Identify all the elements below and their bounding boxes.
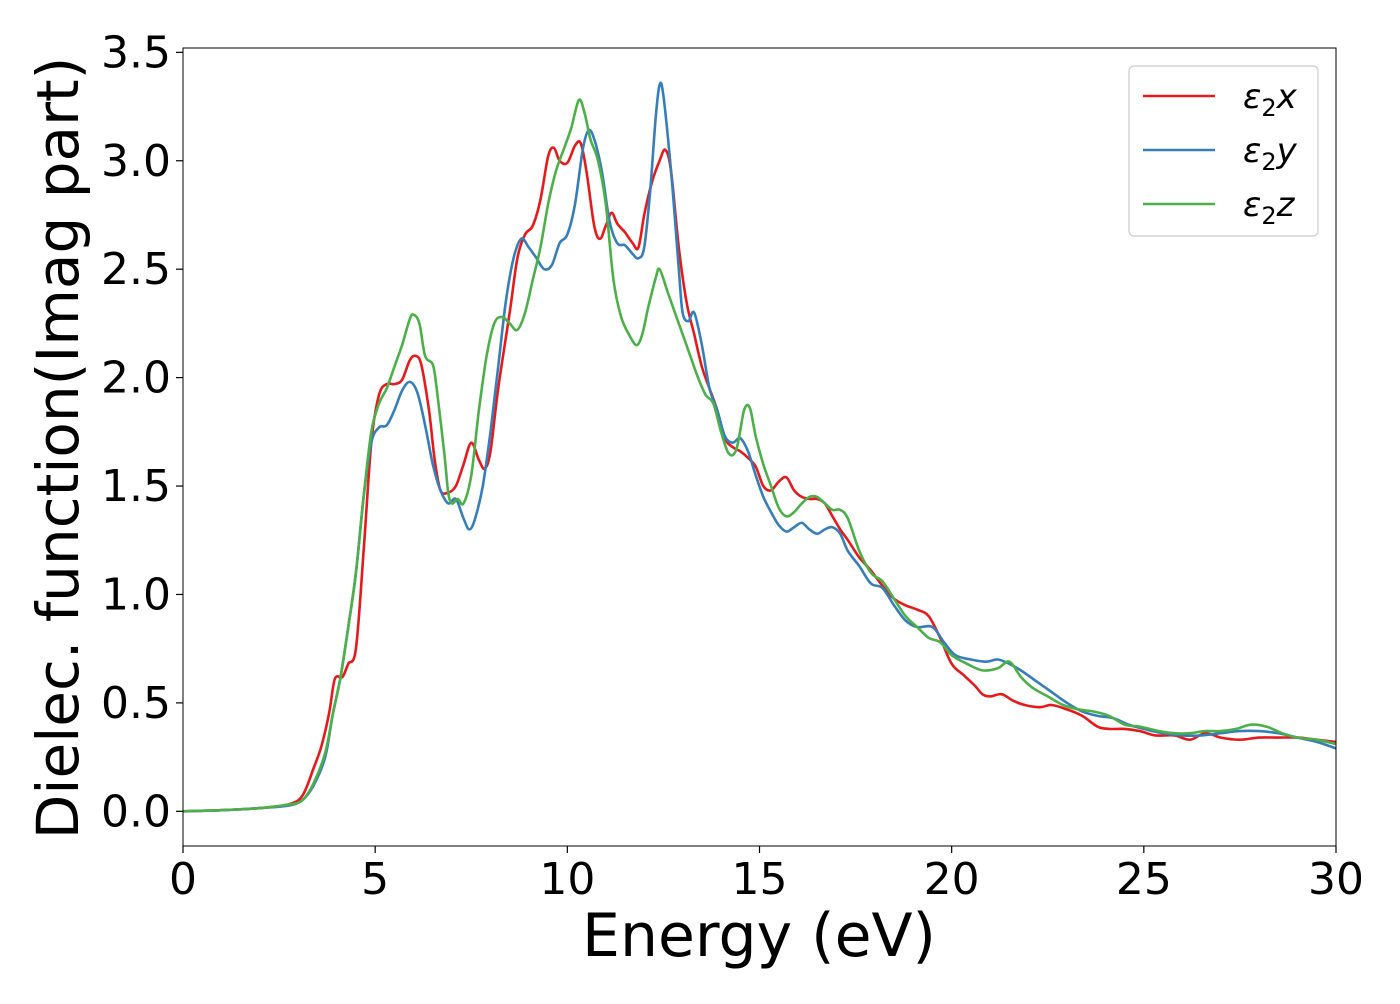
series-layer: [183, 81, 1336, 813]
legend: ε2x ε2y ε2z: [1128, 65, 1319, 237]
legend-label-x: ε2x: [1243, 77, 1298, 122]
y-tick-label: 0.0: [101, 786, 171, 837]
y-tick-label: 2.5: [101, 244, 171, 295]
series-line-x: [183, 140, 1336, 813]
x-tick-label: 5: [361, 854, 389, 905]
x-tick-label: 10: [539, 854, 595, 905]
x-tick-label: 30: [1308, 854, 1364, 905]
x-tick-label: 20: [924, 854, 980, 905]
y-tick-label: 2.0: [101, 353, 171, 404]
x-axis-label: Energy (eV): [582, 901, 936, 971]
legend-label-z: ε2z: [1243, 185, 1296, 230]
y-tick-label: 3.5: [101, 27, 171, 78]
y-tick-label: 1.0: [101, 569, 171, 620]
y-tick-label: 0.5: [101, 678, 171, 729]
y-tick-label: 1.5: [101, 461, 171, 512]
x-tick-label: 15: [732, 854, 788, 905]
legend-frame: [1128, 65, 1319, 237]
x-tick-label: 25: [1116, 854, 1172, 905]
y-tick-label: 3.0: [101, 136, 171, 187]
y-axis-ticks: 0.0 0.5 1.0 1.5 2.0 2.5 3.0 3.5: [101, 27, 183, 837]
x-tick-label: 0: [169, 854, 197, 905]
series-line-z: [183, 98, 1336, 813]
legend-label-y: ε2y: [1243, 131, 1298, 176]
y-axis-label: Dielec. function(Imag part): [24, 57, 92, 840]
x-axis-ticks: 0 5 10 15 20 25 30: [169, 846, 1364, 905]
